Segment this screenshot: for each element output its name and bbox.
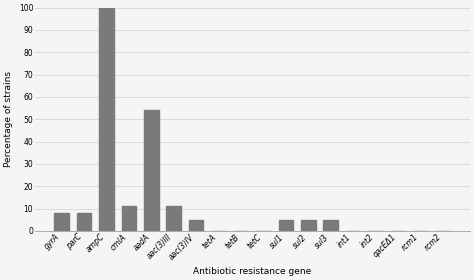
- Bar: [144, 110, 159, 231]
- Bar: [279, 220, 293, 231]
- X-axis label: Antibiotic resistance gene: Antibiotic resistance gene: [193, 267, 311, 276]
- Bar: [122, 206, 136, 231]
- Bar: [166, 206, 181, 231]
- Bar: [55, 213, 69, 231]
- Bar: [301, 220, 316, 231]
- Bar: [323, 220, 338, 231]
- Y-axis label: Percentage of strains: Percentage of strains: [4, 71, 13, 167]
- Bar: [99, 8, 114, 231]
- Bar: [77, 213, 91, 231]
- Bar: [189, 220, 203, 231]
